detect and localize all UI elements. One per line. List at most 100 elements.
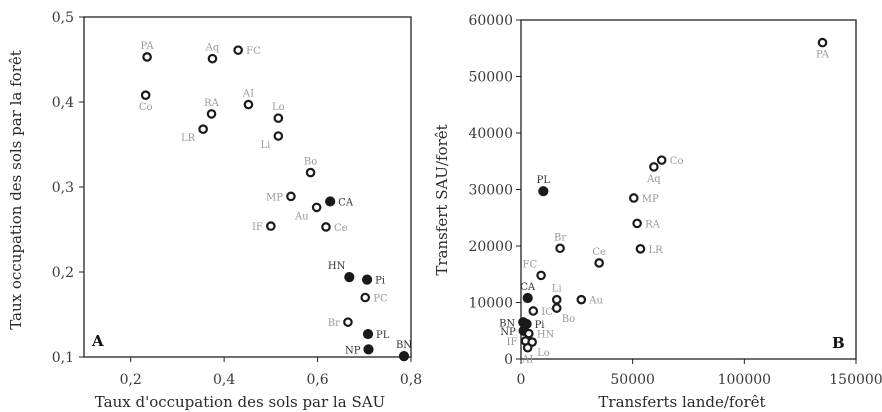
point-label-pl: PL bbox=[537, 175, 551, 186]
panel-b-points: PA Co Aq MP RA LR PL Br Ce FC CA Li Au Bo IC BN Pi NP HN IF… bbox=[499, 37, 830, 366]
data-point-bn bbox=[398, 351, 410, 362]
panel-b-frame bbox=[520, 19, 857, 360]
point-label-hn: HN bbox=[537, 330, 555, 341]
data-point-pi bbox=[361, 274, 373, 285]
data-point-ra bbox=[632, 218, 642, 229]
data-point-lr bbox=[635, 244, 646, 254]
data-point-fc bbox=[233, 45, 243, 55]
point-label-li: Li bbox=[260, 140, 270, 151]
data-point-li bbox=[273, 131, 284, 141]
data-point-br bbox=[343, 317, 353, 327]
x-tick-label: 0 bbox=[517, 372, 526, 388]
point-label-np: NP bbox=[500, 327, 516, 338]
data-point-mp bbox=[628, 193, 639, 203]
point-label-if: IF bbox=[507, 337, 518, 348]
point-label-pl: PL bbox=[376, 330, 390, 341]
data-point-ca bbox=[325, 196, 336, 207]
panel-b-letter: B bbox=[832, 334, 845, 352]
data-point-pa bbox=[817, 37, 828, 48]
data-point-li bbox=[551, 294, 562, 305]
point-label-lo: Lo bbox=[537, 348, 550, 359]
point-label-co: Co bbox=[139, 102, 153, 113]
point-label-ai: AI bbox=[521, 355, 533, 366]
point-label-br: Br bbox=[554, 232, 566, 243]
data-point-au bbox=[576, 294, 587, 305]
point-label-au: Au bbox=[294, 211, 309, 222]
x-tick-label: 0,8 bbox=[400, 372, 422, 388]
y-tick-label: 60000 bbox=[468, 13, 513, 29]
data-point-ai bbox=[522, 342, 533, 353]
panel-b-y-ticks: 60000 50000 40000 30000 20000 10000 0 bbox=[468, 13, 521, 368]
panel-a-x-ticks: 0,2 0,4 0,6 0,8 bbox=[120, 357, 422, 388]
point-label-aq: Aq bbox=[646, 174, 661, 185]
y-tick-label: 0,4 bbox=[52, 95, 74, 111]
panel-b-y-axis-title: Transfert SAU/forêt bbox=[433, 124, 451, 275]
data-point-fc bbox=[536, 270, 546, 281]
panel-a: 0,5 0,4 0,3 0,2 0,1 0,2 0,4 0,6 0,8 PA Co Aq FC RA L… bbox=[7, 10, 422, 411]
x-tick-label: 0,6 bbox=[306, 372, 328, 388]
point-label-pa: PA bbox=[816, 50, 830, 61]
point-label-fc: FC bbox=[523, 259, 538, 270]
panel-a-x-axis-title: Taux d'occupation des sols par la SAU bbox=[95, 393, 385, 411]
data-point-np bbox=[363, 344, 374, 355]
data-point-hn bbox=[344, 272, 355, 283]
data-point-ce bbox=[321, 222, 331, 232]
point-label-lo: Lo bbox=[272, 102, 285, 113]
panel-a-y-ticks: 0,5 0,4 0,3 0,2 0,1 bbox=[52, 10, 84, 366]
data-point-lr bbox=[198, 124, 208, 135]
point-label-ic: IC bbox=[541, 307, 553, 318]
point-label-ca: CA bbox=[520, 282, 536, 293]
point-label-np: NP bbox=[345, 345, 361, 356]
y-tick-label: 0,2 bbox=[52, 265, 74, 281]
data-point-co bbox=[656, 155, 667, 165]
point-label-pa: PA bbox=[141, 41, 155, 52]
point-label-hn: HN bbox=[328, 261, 346, 272]
data-point-ca bbox=[522, 292, 533, 304]
data-point-aq bbox=[649, 162, 659, 172]
data-point-ce bbox=[594, 258, 604, 268]
point-label-fc: FC bbox=[246, 46, 261, 57]
point-label-li: Li bbox=[552, 284, 562, 295]
data-point-ic bbox=[528, 306, 539, 316]
y-tick-label: 0,3 bbox=[52, 180, 74, 196]
point-label-if: IF bbox=[252, 222, 263, 233]
point-label-ce: Ce bbox=[334, 223, 348, 234]
data-point-co bbox=[140, 90, 151, 101]
point-label-ai: AI bbox=[242, 89, 254, 100]
y-tick-label: 30000 bbox=[468, 183, 513, 199]
point-label-aq: Aq bbox=[205, 43, 220, 54]
data-point-pl bbox=[538, 186, 549, 197]
point-label-pc: PC bbox=[373, 294, 388, 305]
y-tick-label: 20000 bbox=[468, 239, 513, 255]
y-tick-label: 10000 bbox=[468, 296, 513, 312]
x-tick-label: 50000 bbox=[610, 372, 655, 388]
point-label-co: Co bbox=[670, 156, 684, 167]
data-point-ra bbox=[206, 109, 217, 119]
point-label-mp: MP bbox=[642, 194, 659, 205]
point-label-bo: Bo bbox=[562, 314, 575, 325]
data-point-if bbox=[266, 221, 276, 231]
data-point-bo bbox=[305, 167, 316, 178]
point-label-ra: RA bbox=[204, 98, 220, 109]
point-label-mp: MP bbox=[266, 192, 283, 203]
point-label-br: Br bbox=[328, 318, 340, 329]
y-tick-label: 0,1 bbox=[52, 350, 74, 366]
panel-a-letter: A bbox=[91, 332, 104, 350]
point-label-ca: CA bbox=[338, 197, 354, 208]
point-label-lr: LR bbox=[648, 245, 663, 256]
data-point-aq bbox=[207, 53, 218, 64]
panel-a-y-axis-title: Taux occupation des sols par la forêt bbox=[7, 50, 25, 330]
panel-b-x-axis-title: Transferts lande/forêt bbox=[598, 393, 765, 411]
point-label-bo: Bo bbox=[304, 157, 317, 168]
data-point-pc bbox=[360, 292, 371, 303]
data-point-au bbox=[311, 202, 322, 213]
point-label-ce: Ce bbox=[592, 247, 606, 258]
data-point-lo bbox=[273, 113, 284, 123]
point-label-pi: Pi bbox=[375, 276, 385, 287]
panel-b-x-ticks: 0 50000 100000 150000 bbox=[517, 359, 882, 388]
y-tick-label: 0,5 bbox=[52, 10, 74, 26]
x-tick-label: 0,4 bbox=[213, 372, 235, 388]
data-point-pl bbox=[362, 328, 374, 340]
